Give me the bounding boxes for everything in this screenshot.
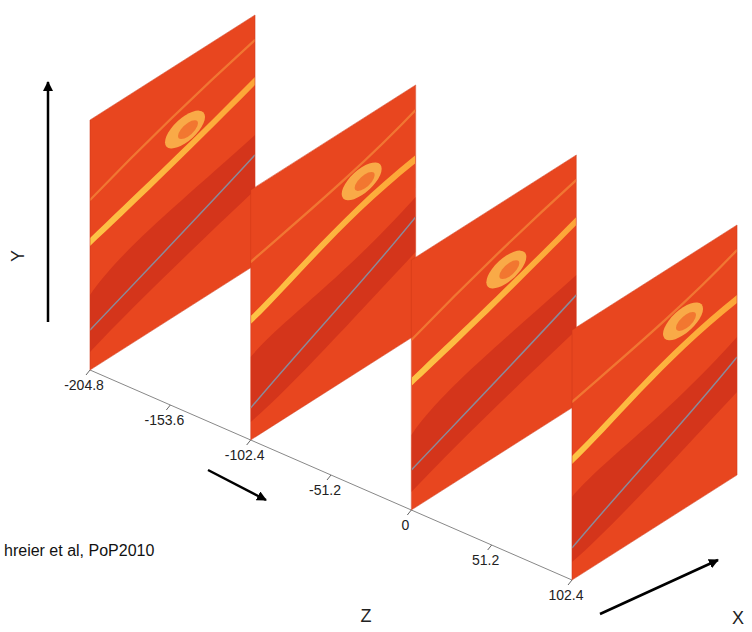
island (165, 103, 205, 156)
z-arrow (208, 470, 266, 500)
figure: -204.8 -153.6 -102.4 -51.2 0 51.2 102.4 Y Z Xhrei… (0, 0, 752, 632)
z-label: Z (361, 606, 372, 626)
slice (411, 155, 576, 510)
lower-sheet (90, 135, 255, 352)
z-tick (568, 580, 572, 585)
lower-sheet (411, 275, 576, 492)
separatrix (90, 155, 255, 330)
separatrix (411, 295, 576, 470)
z-tick-label: 51.2 (472, 552, 499, 568)
slice-field (90, 15, 255, 370)
z-tick (247, 440, 251, 445)
z-tick-label: -204.8 (64, 377, 104, 393)
slice-bg (411, 155, 576, 510)
slice-border (572, 225, 737, 580)
slice-border (90, 15, 255, 370)
slice-border (411, 155, 576, 510)
slice-bg (572, 225, 737, 580)
slice (251, 85, 416, 440)
slice-bg (90, 15, 255, 370)
lower-sheet (251, 197, 416, 422)
slice (572, 225, 737, 580)
caption: hreier et al, PoP2010 (4, 542, 154, 559)
island-core (676, 308, 696, 335)
y-label: Y (8, 250, 28, 262)
slice-field (251, 85, 416, 440)
x-label: X (732, 608, 744, 628)
z-tick-label: 0 (401, 517, 409, 533)
slice-field (411, 155, 576, 510)
z-tick-label: -102.4 (225, 447, 265, 463)
z-tick-label: 102.4 (548, 587, 583, 603)
z-tick (327, 475, 331, 480)
island (486, 243, 526, 296)
z-tick (407, 510, 411, 515)
slice-field (572, 225, 737, 580)
slice-bg (251, 85, 416, 440)
slice-border (251, 85, 416, 440)
z-tick (166, 405, 170, 410)
z-tick-label: -51.2 (309, 482, 341, 498)
z-tick (86, 370, 90, 375)
slice (90, 15, 255, 370)
y-arrow (47, 82, 50, 322)
lower-sheet (572, 337, 737, 562)
z-tick (488, 545, 492, 550)
z-tick-label: -153.6 (144, 412, 184, 428)
separatrix (572, 357, 737, 548)
island-core (178, 116, 198, 143)
island-core (355, 168, 375, 195)
separatrix (251, 217, 416, 408)
x-arrow (600, 560, 718, 614)
island-core (499, 256, 519, 283)
